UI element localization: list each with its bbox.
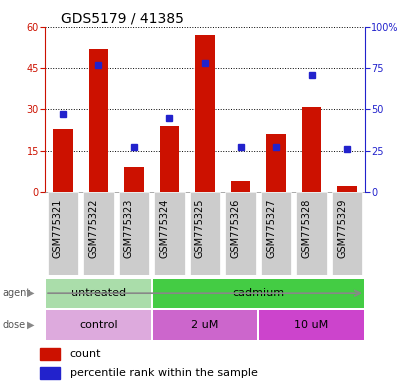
Text: GSM775326: GSM775326 xyxy=(230,199,240,258)
Bar xyxy=(265,134,285,192)
Text: 10 uM: 10 uM xyxy=(294,320,328,330)
Text: GSM775322: GSM775322 xyxy=(88,199,98,258)
Bar xyxy=(88,49,108,192)
Bar xyxy=(301,107,321,192)
Text: agent: agent xyxy=(2,288,30,298)
FancyBboxPatch shape xyxy=(119,192,149,275)
Bar xyxy=(337,187,356,192)
FancyBboxPatch shape xyxy=(48,192,78,275)
FancyBboxPatch shape xyxy=(331,192,362,275)
Text: percentile rank within the sample: percentile rank within the sample xyxy=(70,368,257,378)
Text: cadmium: cadmium xyxy=(231,288,284,298)
Text: ▶: ▶ xyxy=(27,320,34,330)
Bar xyxy=(259,310,363,340)
Text: ▶: ▶ xyxy=(27,288,34,298)
Bar xyxy=(153,278,363,308)
FancyBboxPatch shape xyxy=(225,192,255,275)
FancyBboxPatch shape xyxy=(296,192,326,275)
FancyBboxPatch shape xyxy=(83,192,113,275)
Bar xyxy=(40,348,60,359)
Text: GDS5179 / 41385: GDS5179 / 41385 xyxy=(61,12,184,26)
Text: GSM775327: GSM775327 xyxy=(265,199,275,258)
Text: dose: dose xyxy=(2,320,25,330)
Text: 2 uM: 2 uM xyxy=(191,320,218,330)
Text: untreated: untreated xyxy=(71,288,126,298)
Bar xyxy=(153,310,256,340)
Text: GSM775323: GSM775323 xyxy=(124,199,134,258)
FancyBboxPatch shape xyxy=(154,192,184,275)
Bar xyxy=(53,129,72,192)
Text: GSM775329: GSM775329 xyxy=(336,199,346,258)
Bar xyxy=(40,367,60,379)
Bar xyxy=(195,35,214,192)
Bar xyxy=(46,310,150,340)
Bar xyxy=(160,126,179,192)
Text: GSM775324: GSM775324 xyxy=(159,199,169,258)
FancyBboxPatch shape xyxy=(189,192,220,275)
FancyBboxPatch shape xyxy=(261,192,290,275)
Text: count: count xyxy=(70,349,101,359)
Text: GSM775328: GSM775328 xyxy=(301,199,311,258)
Bar xyxy=(46,278,150,308)
Text: GSM775321: GSM775321 xyxy=(53,199,63,258)
Text: control: control xyxy=(79,320,117,330)
Bar xyxy=(230,181,249,192)
Bar xyxy=(124,167,144,192)
Text: GSM775325: GSM775325 xyxy=(195,199,204,258)
